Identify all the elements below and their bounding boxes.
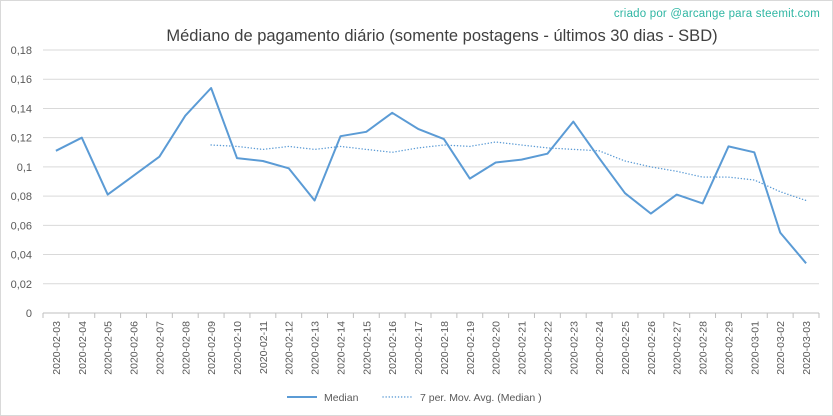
x-tick-label: 2020-03-02 xyxy=(775,321,787,375)
y-tick-label: 0,04 xyxy=(11,250,32,262)
x-tick-label: 2020-02-04 xyxy=(77,321,89,375)
y-tick-label: 0,06 xyxy=(11,220,32,232)
x-tick-label: 2020-02-03 xyxy=(51,321,63,375)
x-tick-label: 2020-02-06 xyxy=(129,321,141,375)
x-tick-label: 2020-02-09 xyxy=(206,321,218,375)
x-tick-label: 2020-02-10 xyxy=(232,321,244,375)
x-tick-label: 2020-02-24 xyxy=(594,321,606,375)
y-tick-label: 0,1 xyxy=(17,162,32,174)
x-tick-label: 2020-02-29 xyxy=(723,321,735,375)
x-tick-label: 2020-02-11 xyxy=(258,321,270,374)
x-tick-label: 2020-02-13 xyxy=(310,321,322,375)
x-tick-label: 2020-02-16 xyxy=(387,321,399,375)
legend-label: 7 per. Mov. Avg. (Median ) xyxy=(420,392,542,404)
legend: Median 7 per. Mov. Avg. (Median ) xyxy=(287,392,542,404)
x-tick-label: 2020-02-27 xyxy=(672,321,684,375)
x-tick-label: 2020-02-07 xyxy=(154,321,166,375)
x-tick-label: 2020-02-08 xyxy=(180,321,192,375)
x-tick-label: 2020-02-18 xyxy=(439,321,451,375)
x-tick-label: 2020-02-23 xyxy=(568,321,580,375)
x-tick-label: 2020-02-20 xyxy=(491,321,503,375)
axes: 0 0,02 0,04 0,06 0,08 0,1 0,12 0,14 0,16 0,18 2020… xyxy=(11,45,820,375)
x-tick-label: 2020-02-21 xyxy=(517,321,529,375)
x-tick-label: 2020-03-01 xyxy=(749,321,761,375)
x-tick-label: 2020-02-17 xyxy=(413,321,425,375)
x-tick-label: 2020-02-12 xyxy=(284,321,296,375)
y-tick-label: 0,14 xyxy=(11,103,32,115)
y-tick-label: 0,12 xyxy=(11,133,32,145)
x-tick-label: 2020-03-03 xyxy=(801,321,813,375)
x-tick-label: 2020-02-25 xyxy=(620,321,632,375)
y-tick-label: 0,08 xyxy=(11,191,32,203)
credit-text: criado por @arcange para steemit.com xyxy=(613,8,820,20)
moving-average-line xyxy=(210,141,807,202)
y-tick-label: 0,02 xyxy=(11,279,32,291)
gridlines xyxy=(43,49,819,314)
y-tick-label: 0 xyxy=(26,308,32,320)
x-tick-label: 2020-02-15 xyxy=(361,321,373,375)
legend-label: Median xyxy=(324,392,359,404)
x-tick-label: 2020-02-22 xyxy=(542,321,554,375)
chart-title: Médiano de pagamento diário (somente pos… xyxy=(166,27,717,45)
y-tick-label: 0,18 xyxy=(11,45,32,57)
x-tick-label: 2020-02-05 xyxy=(103,321,115,375)
median-line xyxy=(55,87,807,264)
x-tick-label: 2020-02-19 xyxy=(465,321,477,375)
x-tick-label: 2020-02-26 xyxy=(646,321,658,375)
series-lines xyxy=(55,87,807,264)
x-tick-label: 2020-02-28 xyxy=(698,321,710,375)
x-tick-label: 2020-02-14 xyxy=(335,321,347,375)
y-tick-label: 0,16 xyxy=(11,74,32,86)
